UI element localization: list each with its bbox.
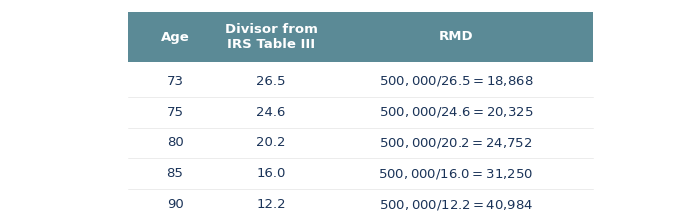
- Text: Divisor from
IRS Table III: Divisor from IRS Table III: [225, 23, 317, 51]
- Text: 26.5: 26.5: [256, 75, 286, 88]
- Text: 90: 90: [167, 198, 183, 211]
- Text: 85: 85: [167, 167, 183, 180]
- Text: 12.2: 12.2: [256, 198, 286, 211]
- Text: Age: Age: [160, 30, 190, 43]
- Text: 80: 80: [167, 136, 183, 149]
- Text: $500,000 / 24.6 = $20,325: $500,000 / 24.6 = $20,325: [379, 105, 533, 119]
- Text: $500,000 / 20.2 = $24,752: $500,000 / 20.2 = $24,752: [379, 136, 533, 150]
- Text: $500,000 / 12.2 = $40,984: $500,000 / 12.2 = $40,984: [379, 198, 533, 212]
- Text: RMD: RMD: [439, 30, 473, 43]
- Text: 16.0: 16.0: [256, 167, 286, 180]
- Text: 20.2: 20.2: [256, 136, 286, 149]
- Text: 24.6: 24.6: [256, 106, 286, 119]
- Text: 75: 75: [167, 106, 183, 119]
- Bar: [128, 12, 593, 62]
- Text: $500,000 / 26.5 = $18,868: $500,000 / 26.5 = $18,868: [379, 74, 533, 88]
- Text: $500,000 / 16.0 = $31,250: $500,000 / 16.0 = $31,250: [379, 167, 533, 181]
- Text: 73: 73: [167, 75, 183, 88]
